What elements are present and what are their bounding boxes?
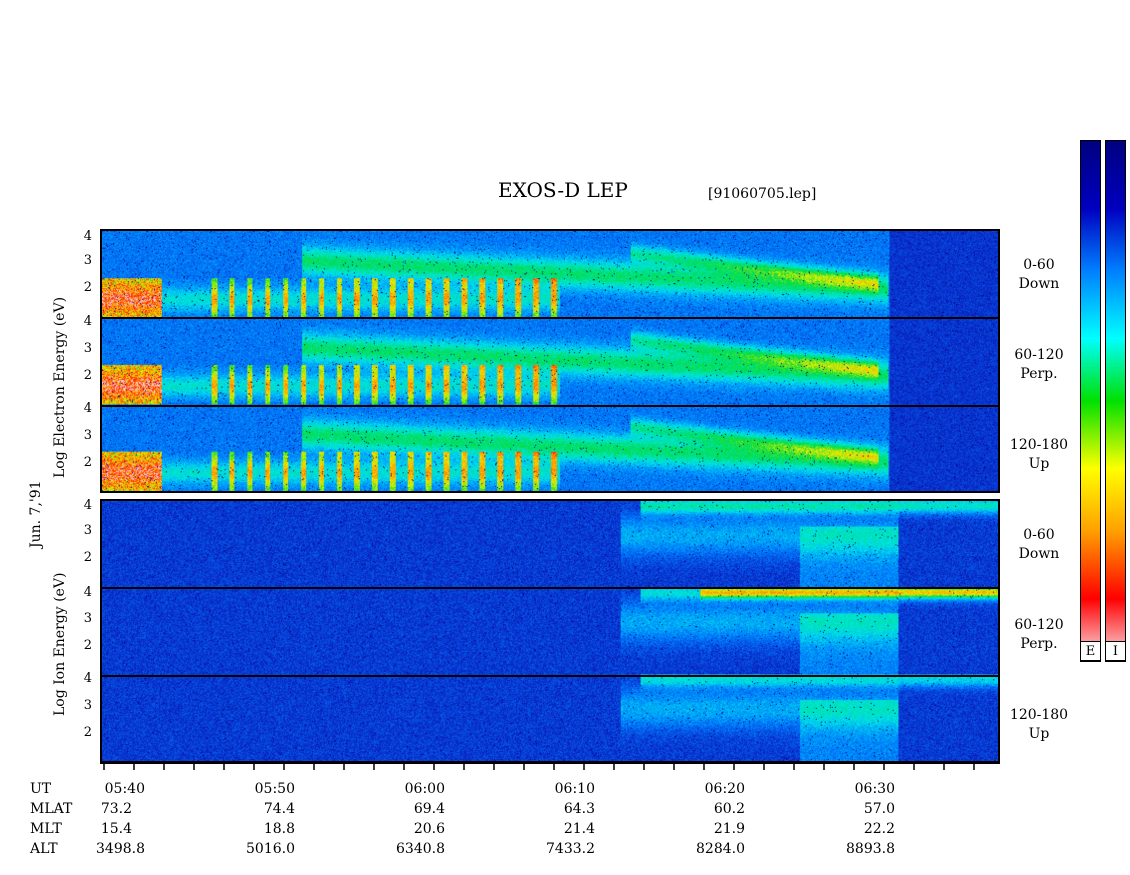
ut-value: 05:50 — [254, 781, 295, 797]
alt-value: 8284.0 — [696, 841, 745, 857]
mlt-value: 15.4 — [100, 821, 132, 837]
alt-value: 3498.8 — [96, 841, 145, 857]
panel-separator — [102, 675, 998, 677]
pitch-label-e3: 120-180 Up — [1009, 437, 1069, 472]
ion-colorbar — [1105, 140, 1126, 662]
y-tick: 4 — [83, 671, 92, 686]
y-tick: 2 — [83, 280, 92, 295]
y-tick: 2 — [83, 455, 92, 470]
mlat-value: 73.2 — [100, 801, 132, 817]
file-name: [91060705.lep] — [708, 186, 817, 202]
y-tick: 4 — [83, 314, 92, 329]
y-tick: 3 — [83, 428, 92, 443]
y-tick: 2 — [83, 550, 92, 565]
ut-value: 06:20 — [704, 781, 745, 797]
y-tick: 4 — [83, 229, 92, 244]
y-tick: 4 — [83, 498, 92, 513]
electron-axis-label: Log Electron Energy (eV) — [52, 296, 68, 478]
mlt-value: 21.9 — [713, 821, 745, 837]
y-tick: 4 — [83, 585, 92, 600]
ut-value: 05:40 — [104, 781, 145, 797]
y-tick: 2 — [83, 725, 92, 740]
mlat-value: 64.3 — [563, 801, 595, 817]
panel-separator — [102, 405, 998, 407]
ion-heatmap — [102, 501, 998, 761]
mlt-value: 21.4 — [563, 821, 595, 837]
mlat-value: 74.4 — [263, 801, 295, 817]
mlat-value: 57.0 — [863, 801, 895, 817]
chart-title: EXOS-D LEP — [498, 178, 628, 202]
colorbar-label-i: I — [1105, 641, 1126, 661]
y-tick: 3 — [83, 698, 92, 713]
row-label-ut: UT — [30, 781, 52, 797]
alt-value: 6340.8 — [396, 841, 445, 857]
ut-value: 06:00 — [404, 781, 445, 797]
ut-value: 06:10 — [554, 781, 595, 797]
alt-value: 5016.0 — [246, 841, 295, 857]
pitch-label-i3: 120-180 Up — [1009, 707, 1069, 742]
y-tick: 3 — [83, 611, 92, 626]
mlat-value: 60.2 — [713, 801, 745, 817]
row-label-alt: ALT — [30, 841, 58, 857]
y-tick: 2 — [83, 368, 92, 383]
time-axis — [100, 762, 1000, 770]
colorbar-label-e: E — [1080, 641, 1101, 661]
panel-separator — [102, 587, 998, 589]
electron-spectrogram — [100, 229, 1000, 493]
mlt-value: 18.8 — [263, 821, 295, 837]
row-label-mlt: MLT — [30, 821, 62, 837]
pitch-label-e2: 60-120 Perp. — [1014, 347, 1064, 382]
pitch-label-i1: 0-60 Down — [1018, 527, 1060, 562]
mlat-value: 69.4 — [413, 801, 445, 817]
y-tick: 2 — [83, 638, 92, 653]
y-tick: 3 — [83, 523, 92, 538]
pitch-label-i2: 60-120 Perp. — [1014, 617, 1064, 652]
electron-colorbar — [1080, 140, 1101, 662]
mlt-value: 22.2 — [863, 821, 895, 837]
row-label-mlat: MLAT — [30, 801, 73, 817]
y-tick: 3 — [83, 341, 92, 356]
y-tick: 3 — [83, 253, 92, 268]
ion-axis-label: Log Ion Energy (eV) — [52, 572, 68, 716]
alt-value: 8893.8 — [846, 841, 895, 857]
ion-spectrogram — [100, 499, 1000, 763]
panel-separator — [102, 317, 998, 319]
mlt-value: 20.6 — [413, 821, 445, 837]
y-tick: 4 — [83, 401, 92, 416]
pitch-label-e1: 0-60 Down — [1018, 257, 1060, 292]
alt-value: 7433.2 — [546, 841, 595, 857]
ut-value: 06:30 — [854, 781, 895, 797]
date-label: Jun. 7,'91 — [28, 480, 44, 548]
electron-heatmap — [102, 231, 998, 491]
